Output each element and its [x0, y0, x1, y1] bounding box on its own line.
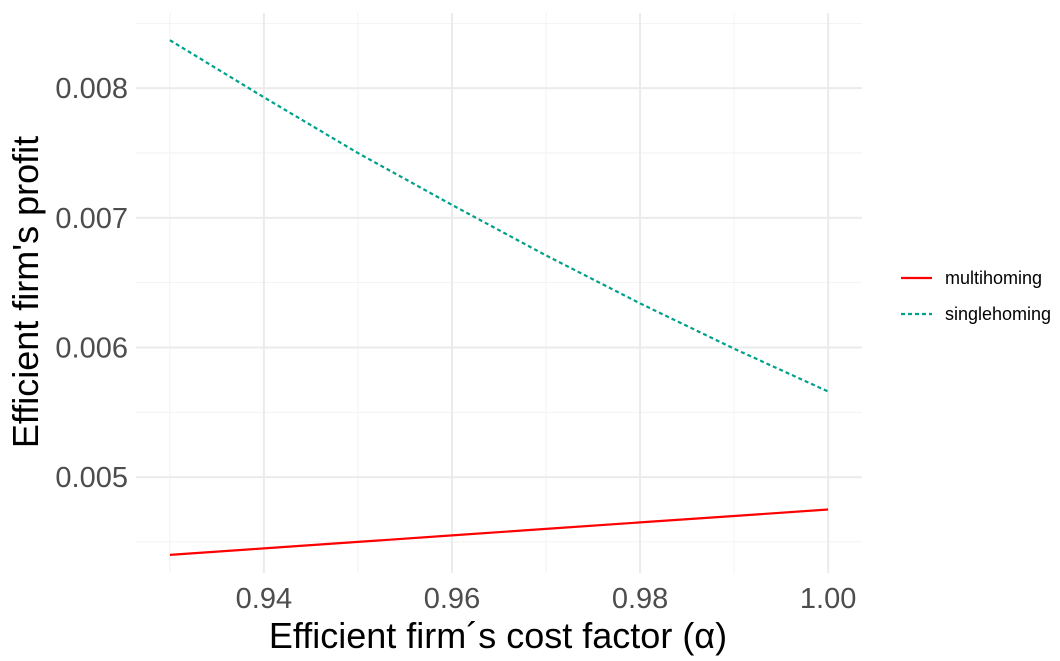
y-tick-label: 0.005 [55, 462, 128, 494]
plot-series [169, 39, 829, 556]
x-axis-ticks: 0.94 0.96 0.98 1.00 [236, 583, 857, 615]
y-tick-label: 0.006 [55, 332, 128, 364]
legend-label-multihoming: multihoming [945, 268, 1042, 288]
x-tick-label: 0.96 [424, 583, 480, 615]
y-tick-label: 0.008 [55, 73, 128, 105]
legend: multihoming singlehoming [901, 268, 1051, 324]
gridlines [136, 13, 862, 573]
x-tick-label: 0.94 [236, 583, 292, 615]
y-axis-title: Efficient firm's profit [5, 136, 46, 448]
y-tick-label: 0.007 [55, 203, 128, 235]
series-line-multihoming [169, 508, 829, 556]
x-axis-title: Efficient firm´s cost factor (α) [269, 615, 727, 656]
y-axis-ticks: 0.005 0.006 0.007 0.008 [55, 73, 128, 494]
legend-label-singlehoming: singlehoming [945, 304, 1051, 324]
series-line-singlehoming [169, 39, 829, 393]
x-tick-label: 1.00 [800, 583, 856, 615]
x-tick-label: 0.98 [612, 583, 668, 615]
